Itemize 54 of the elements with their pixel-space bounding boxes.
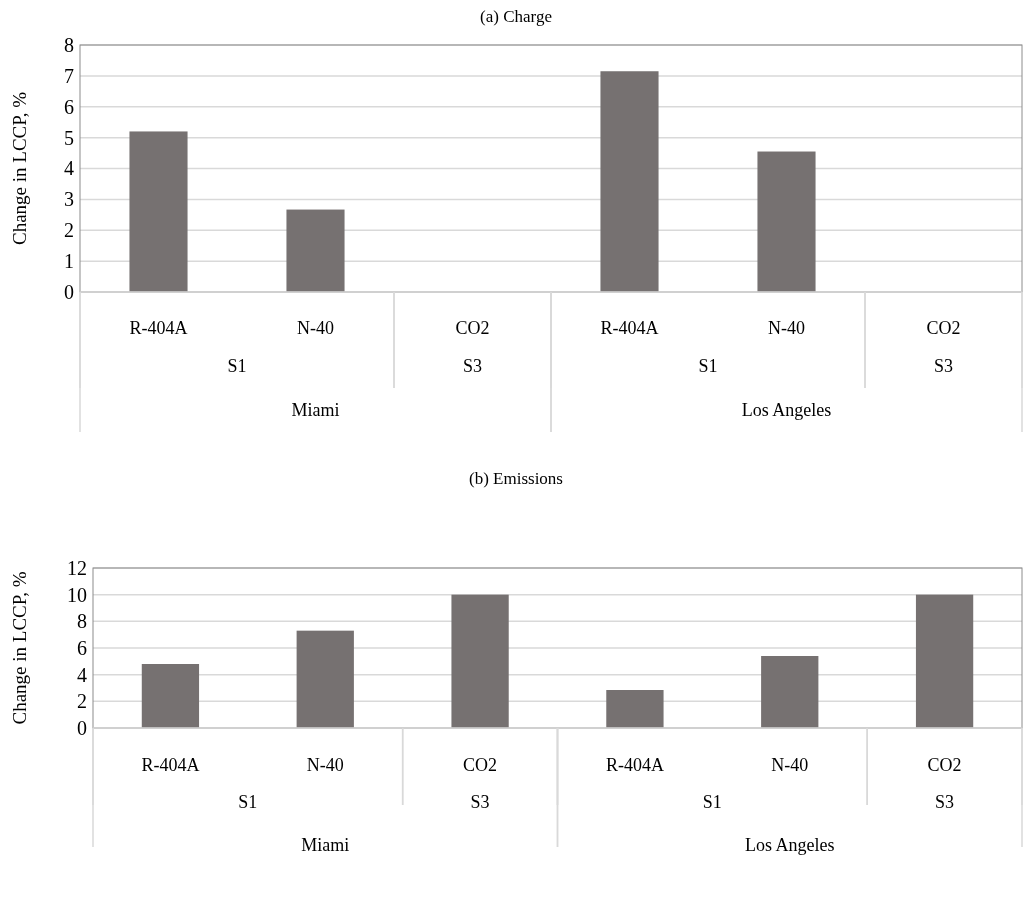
text: S3	[470, 792, 490, 812]
bar	[141, 664, 200, 728]
y-tick-label: 2	[77, 690, 87, 713]
bar	[600, 71, 659, 292]
y-tick-label: 0	[64, 280, 74, 303]
text: S1	[238, 792, 258, 812]
x-tick-label: CO2	[926, 317, 961, 338]
text: S1	[698, 356, 718, 376]
x-tick-label: R-404A	[141, 754, 200, 775]
y-tick-label: 7	[64, 64, 74, 87]
text: Los Angeles	[745, 835, 835, 855]
x-tick-label: N-40	[768, 317, 805, 338]
text: Miami	[291, 400, 340, 420]
y-tick-label: 10	[67, 583, 87, 606]
y-tick-label: 2	[64, 219, 74, 242]
y-tick-label: 8	[64, 33, 74, 56]
bar	[761, 656, 819, 728]
y-tick-label: 3	[64, 188, 74, 211]
chart-title: (a) Charge	[480, 7, 552, 26]
y-axis-title: Change in LCCP, %	[9, 571, 30, 725]
y-tick-label: 12	[67, 556, 87, 579]
y-tick-label: 4	[77, 663, 87, 686]
x-tick-label: N-40	[297, 317, 334, 338]
bar	[296, 630, 354, 728]
bar	[286, 209, 345, 292]
text: S1	[702, 792, 722, 812]
bar	[129, 131, 188, 292]
y-tick-label: 8	[77, 610, 87, 633]
x-tick-label: R-404A	[605, 754, 664, 775]
chart-title: (b) Emissions	[469, 469, 563, 488]
text: Miami	[301, 835, 350, 855]
x-tick-label: N-40	[771, 754, 809, 775]
x-tick-label: R-404A	[600, 317, 659, 338]
x-tick-label: N-40	[306, 754, 344, 775]
text: S3	[935, 792, 955, 812]
text: S1	[227, 356, 247, 376]
x-tick-label: R-404A	[129, 317, 188, 338]
x-tick-label: CO2	[927, 754, 962, 775]
x-tick-label: CO2	[463, 754, 498, 775]
text: S3	[462, 356, 483, 376]
y-tick-label: 1	[64, 250, 74, 273]
bar	[606, 690, 664, 728]
x-tick-label: CO2	[455, 317, 490, 338]
y-axis-title: Change in LCCP, %	[9, 91, 30, 246]
bar	[915, 594, 974, 728]
y-tick-label: 0	[77, 716, 87, 739]
y-tick-label: 4	[64, 157, 74, 180]
text: S3	[933, 356, 954, 376]
bar	[451, 594, 509, 728]
y-tick-label: 5	[64, 126, 74, 149]
bar	[757, 151, 816, 292]
text: Los Angeles	[741, 400, 832, 420]
y-tick-label: 6	[77, 636, 87, 659]
y-tick-label: 6	[64, 95, 74, 118]
